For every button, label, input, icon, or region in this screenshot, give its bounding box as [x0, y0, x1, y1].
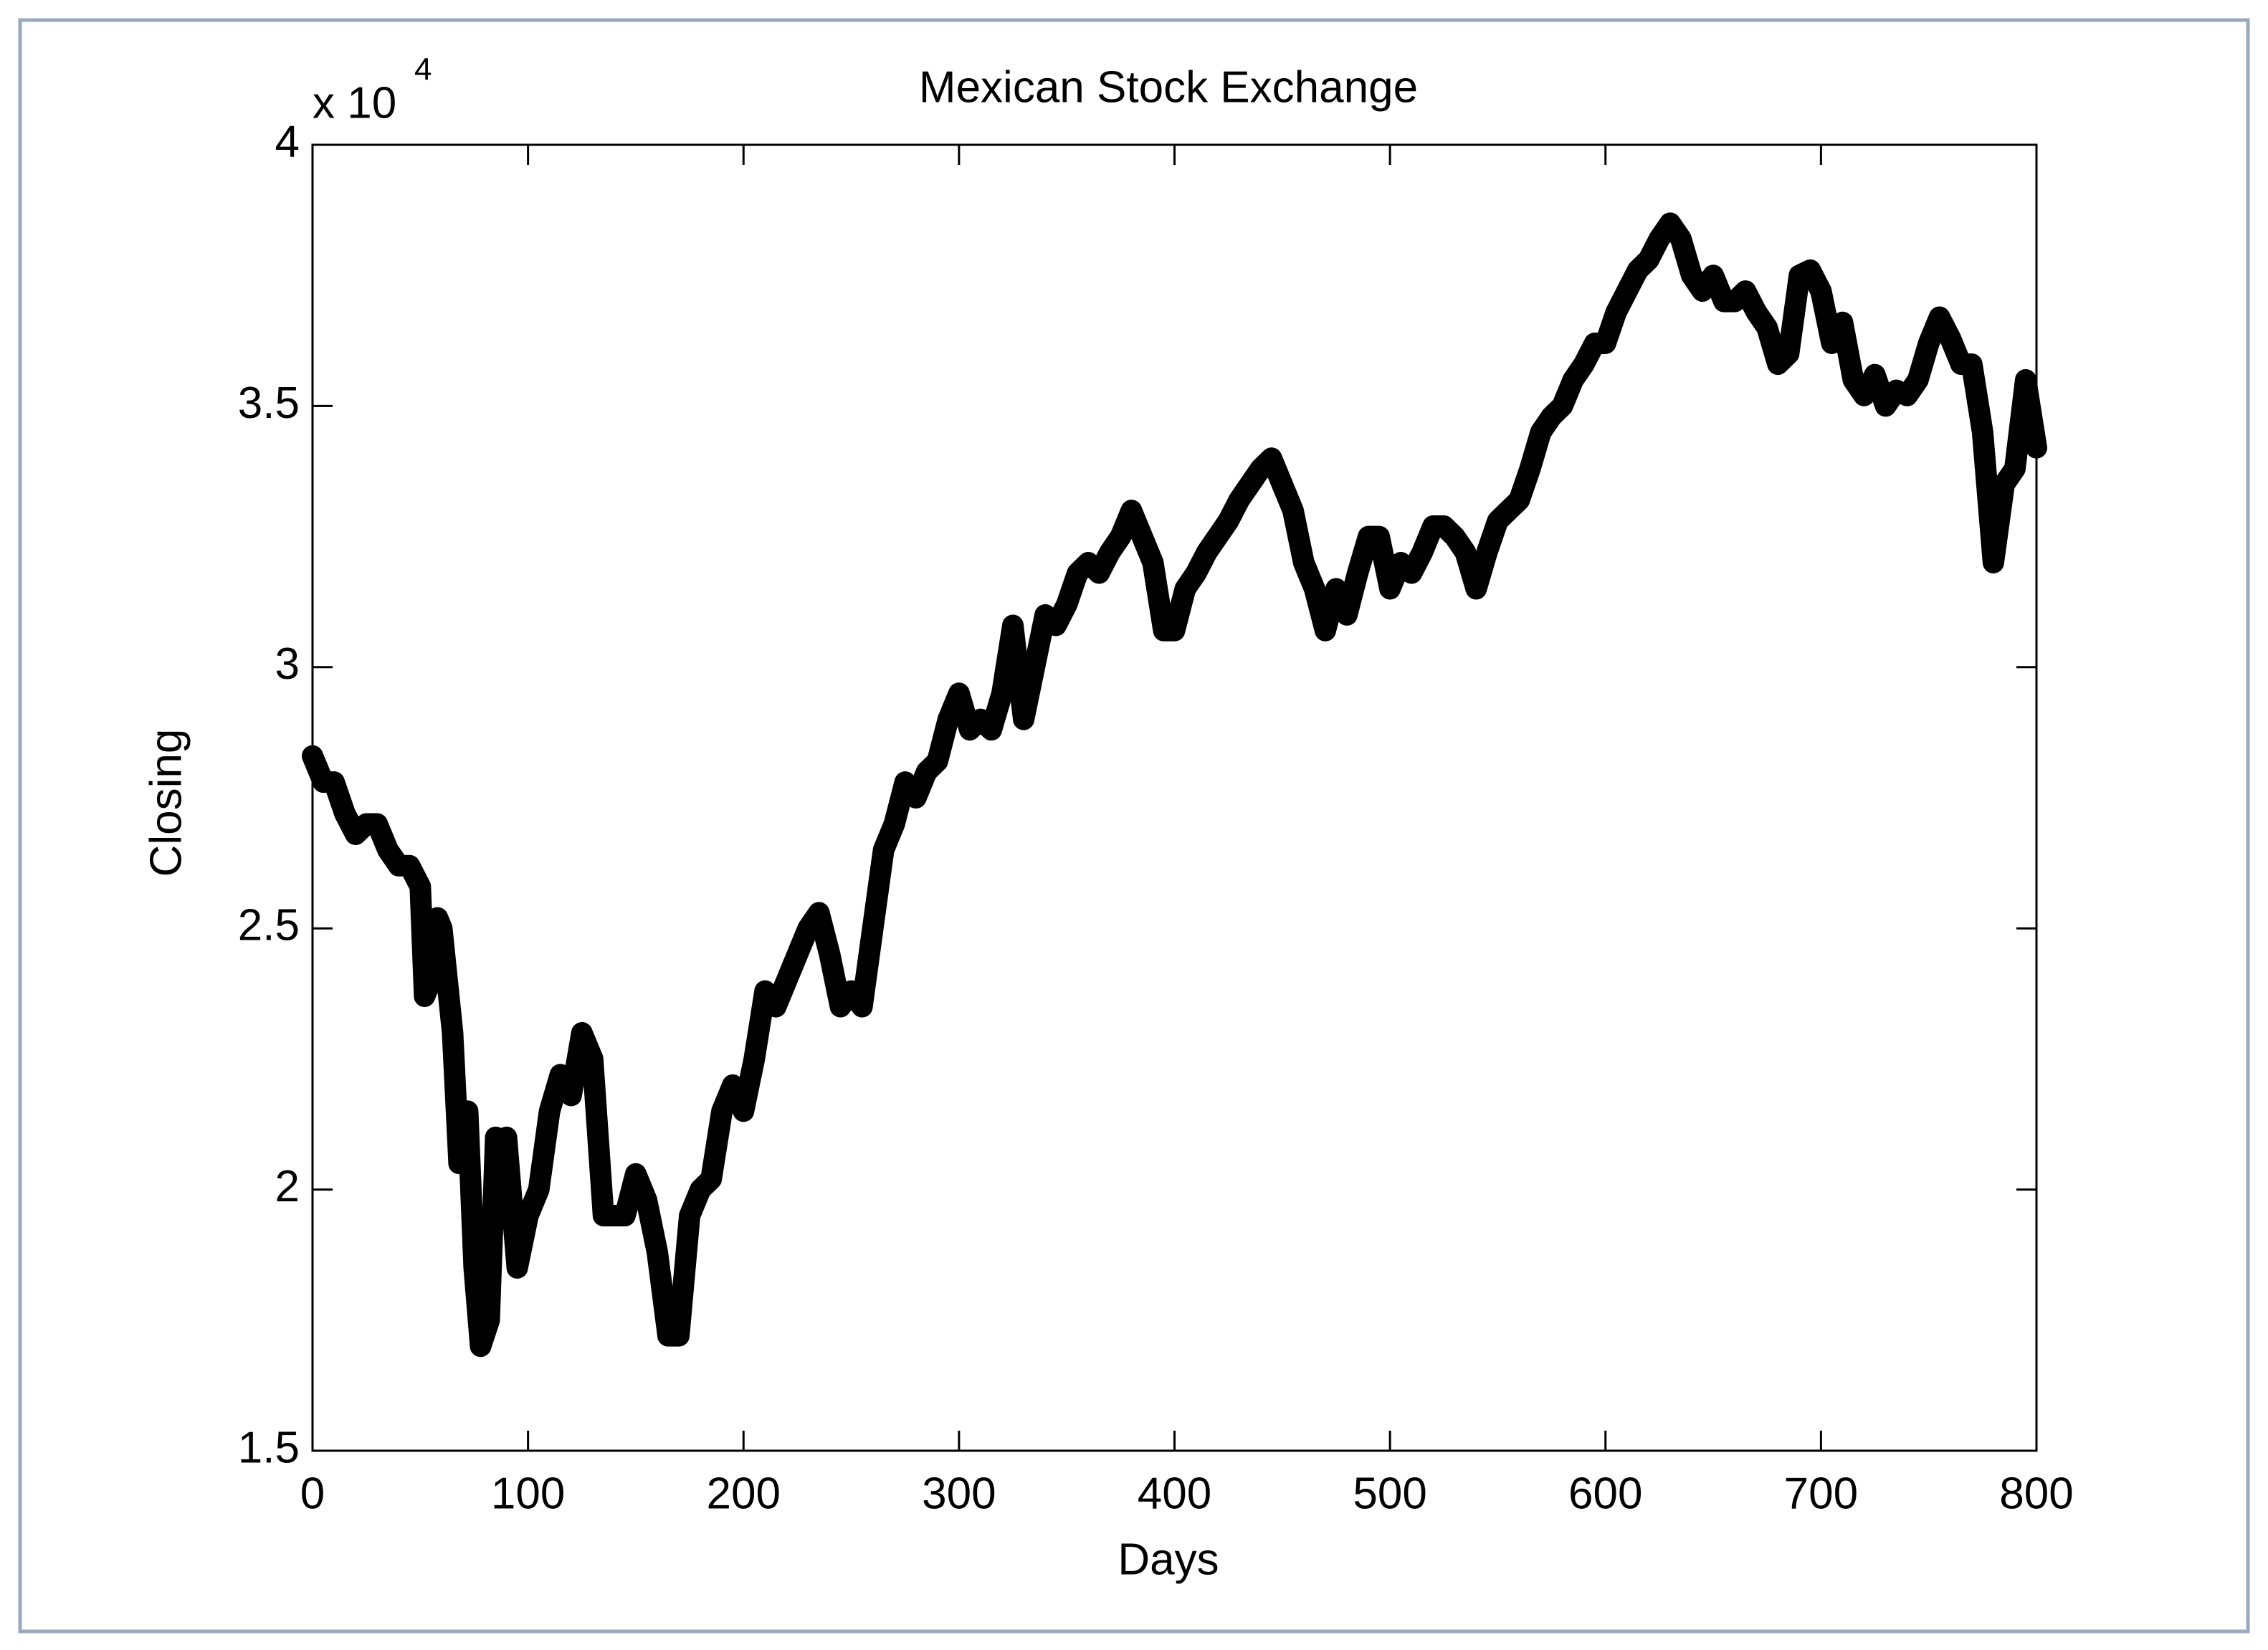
x-tick-label: 600: [1568, 1469, 1642, 1518]
y-tick-label: 2.5: [238, 901, 300, 950]
chart-title: Mexican Stock Exchange: [919, 62, 1418, 112]
x-tick-label: 800: [1999, 1469, 2073, 1518]
y-tick-label: 3.5: [238, 378, 300, 428]
x-tick-label: 500: [1353, 1469, 1426, 1518]
y-axis-label: Closing: [141, 729, 191, 877]
y-tick-label: 1.5: [238, 1423, 300, 1472]
x-axis-label: Days: [1118, 1535, 1219, 1584]
y-multiplier: x 10: [313, 78, 396, 128]
y-tick-label: 3: [275, 639, 300, 689]
x-tick-label: 0: [300, 1469, 325, 1518]
y-tick-label: 2: [275, 1162, 300, 1211]
x-tick-label: 200: [707, 1469, 781, 1518]
data-line: [302, 212, 2047, 1358]
x-tick-label: 700: [1784, 1469, 1858, 1518]
y-tick-label: 4: [275, 117, 300, 166]
x-tick-label: 400: [1138, 1469, 1211, 1518]
plot-area: [311, 143, 2038, 1452]
x-tick-label: 100: [491, 1469, 565, 1518]
y-multiplier-exponent: 4: [414, 52, 432, 87]
x-tick-label: 300: [922, 1469, 996, 1518]
